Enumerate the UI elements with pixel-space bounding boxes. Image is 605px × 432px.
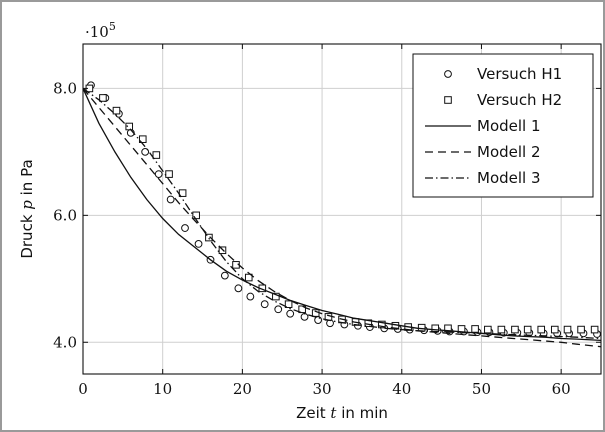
x-axis-label: Zeit t in min xyxy=(296,404,388,422)
plot-area-border xyxy=(82,43,602,375)
data-point xyxy=(298,305,306,314)
legend-label: Modell 3 xyxy=(477,169,541,187)
data-point xyxy=(152,151,161,159)
data-point xyxy=(260,300,269,309)
y-tick-label: 8.0 xyxy=(53,79,77,97)
data-point xyxy=(537,325,546,334)
data-point xyxy=(497,325,506,334)
x-tick-label: 60 xyxy=(552,380,571,398)
data-point xyxy=(523,325,532,334)
data-point xyxy=(563,325,572,334)
data-point xyxy=(511,325,519,334)
data-point xyxy=(378,320,386,329)
legend: Versuch H1 Versuch H2 Modell 1 Modell 2 Mode… xyxy=(412,53,594,198)
data-point xyxy=(166,195,175,204)
data-point xyxy=(125,122,134,131)
data-point xyxy=(138,135,147,143)
y-tick-label: 4.0 xyxy=(53,333,77,351)
data-point xyxy=(590,325,599,334)
data-point xyxy=(417,323,426,332)
data-point xyxy=(165,170,173,178)
data-point xyxy=(112,106,121,115)
data-point xyxy=(284,300,293,308)
data-point xyxy=(220,271,229,280)
tick-layer: 0 10 20 30 40 50 60 4.0 6.0 8.0 xyxy=(53,44,601,398)
data-point xyxy=(154,170,163,178)
y-axis-label: Druck p in Pa xyxy=(18,159,36,258)
data-point xyxy=(550,325,559,334)
legend-label: Versuch H2 xyxy=(477,91,562,109)
series-line-modell-1 xyxy=(83,88,601,342)
x-tick-label: 40 xyxy=(392,380,411,398)
data-point xyxy=(246,292,255,301)
legend-label: Versuch H1 xyxy=(477,65,562,83)
data-point xyxy=(300,312,309,321)
data-point xyxy=(286,309,295,318)
x-tick-label: 50 xyxy=(472,380,491,398)
data-point xyxy=(431,324,440,333)
data-point xyxy=(471,325,479,333)
series-line-modell-2 xyxy=(83,87,601,348)
data-point xyxy=(181,224,189,232)
x-tick-label: 0 xyxy=(78,380,88,398)
data-point xyxy=(141,147,150,156)
x-tick-label: 30 xyxy=(313,380,332,398)
data-point xyxy=(244,273,253,282)
data-point xyxy=(194,240,203,248)
legend-label: Modell 2 xyxy=(477,143,541,161)
legend-label: Modell 1 xyxy=(477,117,541,135)
data-point xyxy=(484,325,492,334)
y-multiplier: ·105 xyxy=(85,20,116,41)
series-layer xyxy=(83,81,601,348)
data-point xyxy=(205,233,213,242)
data-point xyxy=(99,94,107,102)
data-point xyxy=(577,325,585,334)
legend-symbol xyxy=(444,96,452,104)
x-tick-label: 10 xyxy=(153,380,172,398)
series-line-modell-3 xyxy=(83,87,601,340)
data-point xyxy=(192,211,200,220)
data-point xyxy=(234,284,243,293)
x-tick-label: 20 xyxy=(233,380,252,398)
legend-symbol xyxy=(444,70,452,78)
y-tick-label: 6.0 xyxy=(53,206,77,224)
data-point xyxy=(274,305,283,314)
